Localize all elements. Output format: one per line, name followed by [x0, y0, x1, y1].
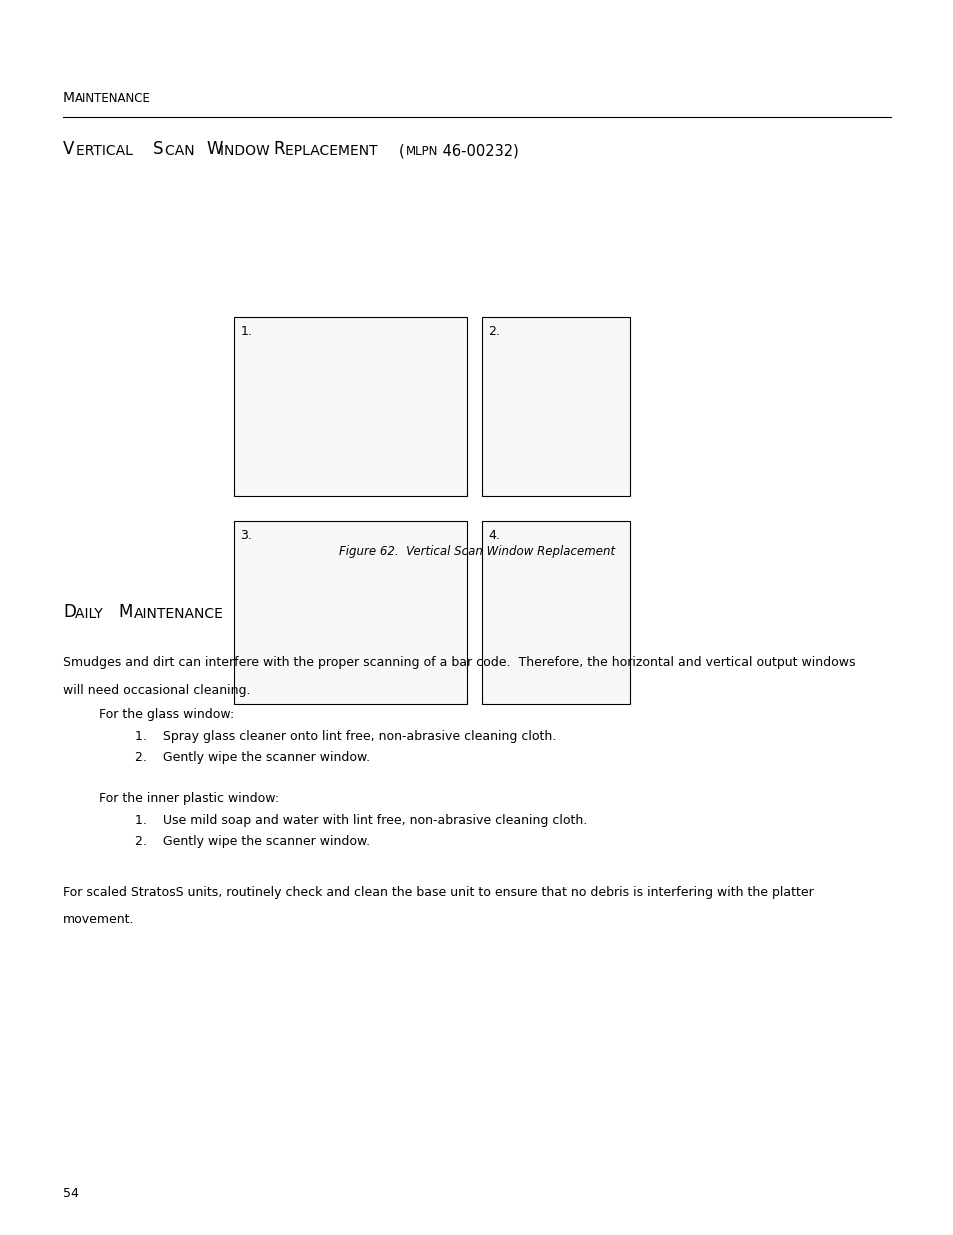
Text: CAN: CAN	[165, 144, 199, 158]
Text: S: S	[152, 140, 163, 158]
Text: AINTENANCE: AINTENANCE	[75, 91, 152, 105]
Text: (: (	[398, 143, 404, 158]
Text: Smudges and dirt can interfere with the proper scanning of a bar code.  Therefor: Smudges and dirt can interfere with the …	[63, 656, 855, 669]
Text: MLPN: MLPN	[405, 144, 437, 158]
Text: movement.: movement.	[63, 913, 134, 926]
Text: For the inner plastic window:: For the inner plastic window:	[99, 792, 279, 805]
FancyBboxPatch shape	[481, 317, 629, 496]
Text: For scaled StratosS units, routinely check and clean the base unit to ensure tha: For scaled StratosS units, routinely che…	[63, 885, 813, 899]
Text: 2.: 2.	[488, 325, 499, 338]
Text: Figure 62.  Vertical Scan Window Replacement: Figure 62. Vertical Scan Window Replacem…	[338, 545, 615, 558]
Text: ERTICAL: ERTICAL	[76, 144, 137, 158]
Text: V: V	[63, 140, 74, 158]
Text: R: R	[273, 140, 284, 158]
Text: INDOW: INDOW	[220, 144, 274, 158]
Text: AINTENANCE: AINTENANCE	[133, 608, 223, 621]
FancyBboxPatch shape	[481, 521, 629, 704]
Text: 2.    Gently wipe the scanner window.: 2. Gently wipe the scanner window.	[134, 835, 369, 848]
Text: M: M	[118, 603, 132, 621]
Text: 46-00232): 46-00232)	[437, 143, 518, 158]
FancyBboxPatch shape	[233, 317, 467, 496]
Text: 1.    Spray glass cleaner onto lint free, non-abrasive cleaning cloth.: 1. Spray glass cleaner onto lint free, n…	[134, 730, 556, 743]
Text: For the glass window:: For the glass window:	[99, 708, 234, 721]
Text: W: W	[206, 140, 222, 158]
Text: AILY: AILY	[75, 608, 108, 621]
Text: 1.    Use mild soap and water with lint free, non-abrasive cleaning cloth.: 1. Use mild soap and water with lint fre…	[134, 814, 586, 827]
Text: M: M	[63, 91, 75, 105]
Text: 2.    Gently wipe the scanner window.: 2. Gently wipe the scanner window.	[134, 751, 369, 764]
Text: 4.: 4.	[488, 529, 499, 542]
Text: 3.: 3.	[240, 529, 252, 542]
Text: 54: 54	[63, 1187, 79, 1200]
Text: will need occasional cleaning.: will need occasional cleaning.	[63, 683, 251, 697]
Text: EPLACEMENT: EPLACEMENT	[285, 144, 382, 158]
Text: 1.: 1.	[240, 325, 252, 338]
FancyBboxPatch shape	[233, 521, 467, 704]
Text: D: D	[63, 603, 76, 621]
